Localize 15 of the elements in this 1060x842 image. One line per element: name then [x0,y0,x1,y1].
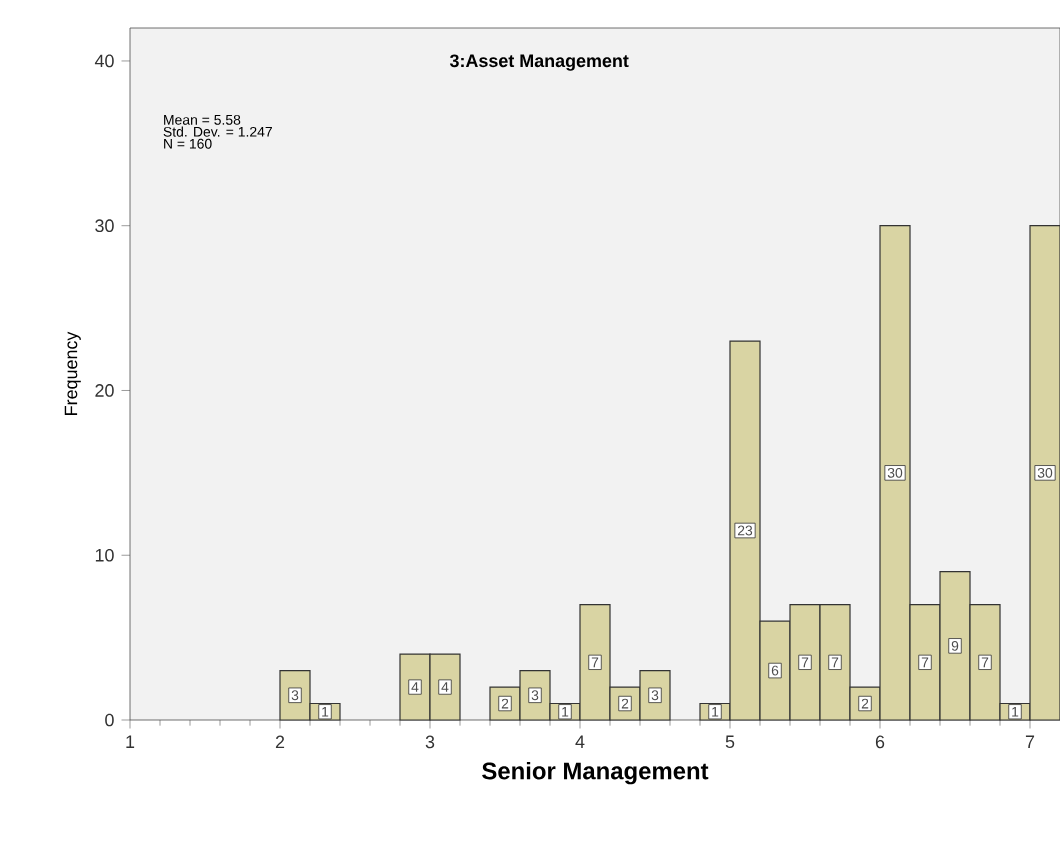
x-tick-label: 2 [275,735,285,749]
x-tick-label: 5 [725,735,735,749]
y-tick-label: 30 [95,219,114,233]
x-tick-label: 4 [575,735,585,748]
y-tick-label: 20 [95,384,114,397]
x-tick-label: 7 [1025,735,1035,748]
x-tick-label: 6 [875,735,885,749]
x-tick-label: 1 [126,735,135,748]
y-tick-label: 40 [94,54,114,68]
text: 3:Asset Management [449,54,629,71]
y-axis-title: Frequency [64,331,81,415]
x-tick-label: 3 [425,735,435,749]
y-tick-label: 10 [95,548,114,562]
x-axis-title: Senior Management [482,761,709,785]
y-tick-label: 0 [105,713,114,727]
